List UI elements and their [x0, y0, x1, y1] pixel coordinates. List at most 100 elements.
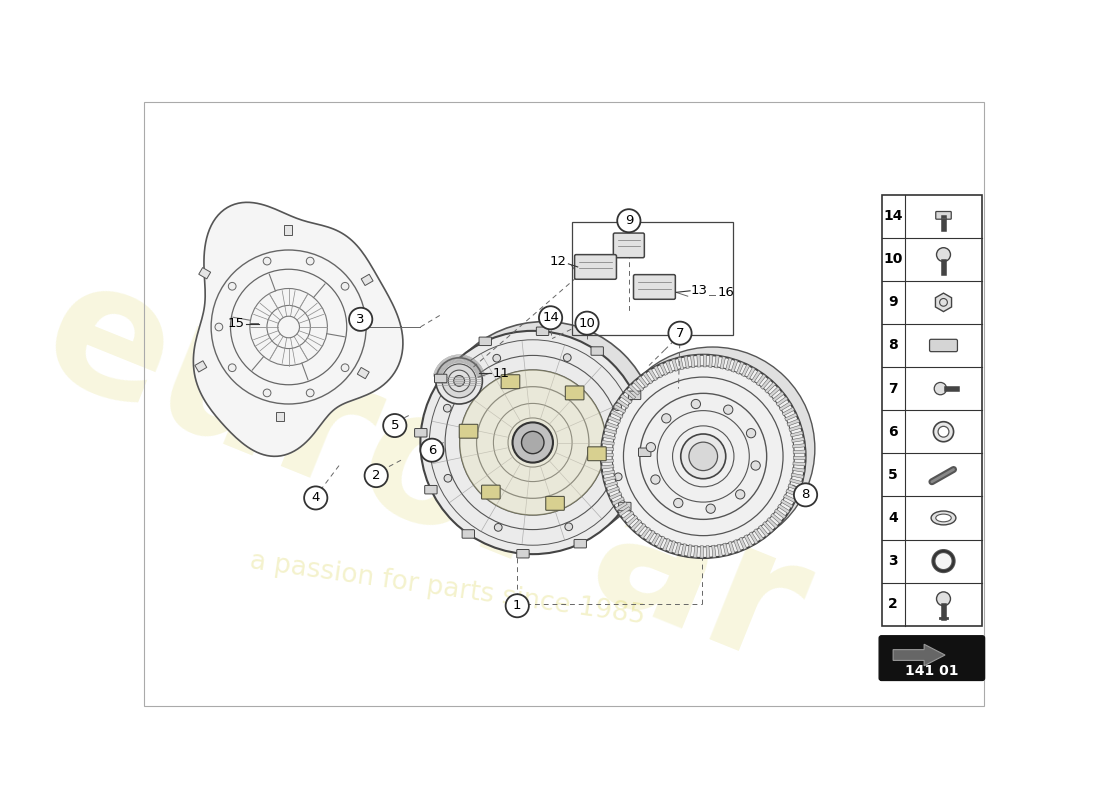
Text: 4: 4	[311, 491, 320, 505]
Text: 15: 15	[228, 318, 244, 330]
Polygon shape	[781, 499, 793, 508]
Circle shape	[669, 322, 692, 345]
Polygon shape	[602, 446, 614, 450]
FancyBboxPatch shape	[618, 502, 631, 510]
Polygon shape	[782, 407, 794, 416]
Circle shape	[724, 405, 733, 414]
FancyBboxPatch shape	[879, 636, 984, 681]
Circle shape	[751, 461, 760, 470]
Polygon shape	[640, 527, 650, 538]
Text: 13: 13	[691, 283, 708, 297]
FancyBboxPatch shape	[546, 497, 564, 510]
Text: 1: 1	[513, 599, 521, 612]
Polygon shape	[790, 478, 802, 485]
Polygon shape	[786, 419, 800, 426]
Text: 8: 8	[802, 488, 810, 502]
Polygon shape	[606, 422, 618, 429]
FancyBboxPatch shape	[574, 539, 586, 548]
Polygon shape	[749, 532, 758, 544]
Polygon shape	[614, 405, 626, 414]
Bar	[284, 226, 292, 234]
Text: 4: 4	[889, 511, 898, 525]
Polygon shape	[793, 462, 805, 466]
Bar	[358, 367, 370, 378]
Polygon shape	[777, 397, 788, 406]
Polygon shape	[779, 402, 791, 411]
Circle shape	[747, 429, 756, 438]
Circle shape	[444, 474, 452, 482]
Circle shape	[706, 504, 715, 514]
Circle shape	[420, 438, 443, 462]
Circle shape	[681, 434, 726, 478]
Text: 7: 7	[675, 326, 684, 340]
Text: 14: 14	[542, 311, 559, 324]
Polygon shape	[660, 363, 668, 375]
Polygon shape	[672, 358, 678, 371]
Polygon shape	[623, 511, 634, 521]
Text: 7: 7	[889, 382, 898, 396]
Text: 14: 14	[883, 209, 903, 223]
Circle shape	[934, 422, 954, 442]
FancyBboxPatch shape	[415, 429, 427, 437]
FancyBboxPatch shape	[587, 447, 606, 461]
FancyBboxPatch shape	[462, 530, 474, 538]
Polygon shape	[771, 514, 782, 523]
Polygon shape	[703, 354, 706, 367]
Polygon shape	[935, 293, 952, 312]
Polygon shape	[604, 476, 616, 482]
Circle shape	[263, 389, 271, 397]
Polygon shape	[783, 494, 795, 502]
Polygon shape	[651, 534, 660, 546]
Polygon shape	[769, 386, 780, 398]
Circle shape	[651, 475, 660, 484]
Circle shape	[436, 358, 483, 404]
Polygon shape	[793, 444, 805, 448]
Text: 5: 5	[889, 468, 898, 482]
Polygon shape	[723, 543, 728, 555]
Circle shape	[673, 498, 683, 508]
Text: 10: 10	[883, 252, 903, 266]
Polygon shape	[793, 450, 805, 454]
Text: 141 01: 141 01	[905, 664, 958, 678]
Circle shape	[575, 311, 598, 334]
Text: 3: 3	[889, 554, 898, 568]
FancyBboxPatch shape	[614, 233, 645, 258]
Polygon shape	[788, 484, 801, 490]
Circle shape	[449, 370, 470, 392]
Ellipse shape	[931, 511, 956, 525]
Polygon shape	[669, 541, 675, 553]
Bar	[195, 361, 207, 372]
Circle shape	[614, 473, 623, 481]
Ellipse shape	[936, 514, 952, 522]
Polygon shape	[774, 509, 786, 518]
Polygon shape	[601, 459, 614, 462]
Bar	[199, 267, 211, 279]
Circle shape	[306, 389, 315, 397]
Polygon shape	[791, 431, 803, 437]
Polygon shape	[791, 473, 804, 478]
FancyBboxPatch shape	[425, 486, 437, 494]
FancyBboxPatch shape	[434, 374, 447, 382]
FancyBboxPatch shape	[930, 339, 957, 352]
Circle shape	[341, 364, 349, 371]
Text: a passion for parts since 1985: a passion for parts since 1985	[249, 548, 647, 630]
Circle shape	[661, 414, 671, 423]
Polygon shape	[678, 357, 683, 370]
Polygon shape	[601, 453, 614, 456]
Circle shape	[304, 486, 328, 510]
Bar	[276, 412, 284, 421]
Circle shape	[494, 523, 502, 531]
Polygon shape	[764, 382, 776, 393]
Circle shape	[565, 523, 573, 530]
Circle shape	[349, 308, 372, 331]
FancyBboxPatch shape	[638, 448, 651, 457]
Polygon shape	[627, 515, 638, 526]
Polygon shape	[712, 545, 716, 558]
Circle shape	[934, 382, 947, 394]
Polygon shape	[662, 538, 670, 551]
Polygon shape	[634, 380, 643, 391]
Polygon shape	[615, 502, 627, 511]
Circle shape	[442, 364, 476, 398]
Text: 6: 6	[889, 425, 898, 438]
Circle shape	[794, 483, 817, 506]
